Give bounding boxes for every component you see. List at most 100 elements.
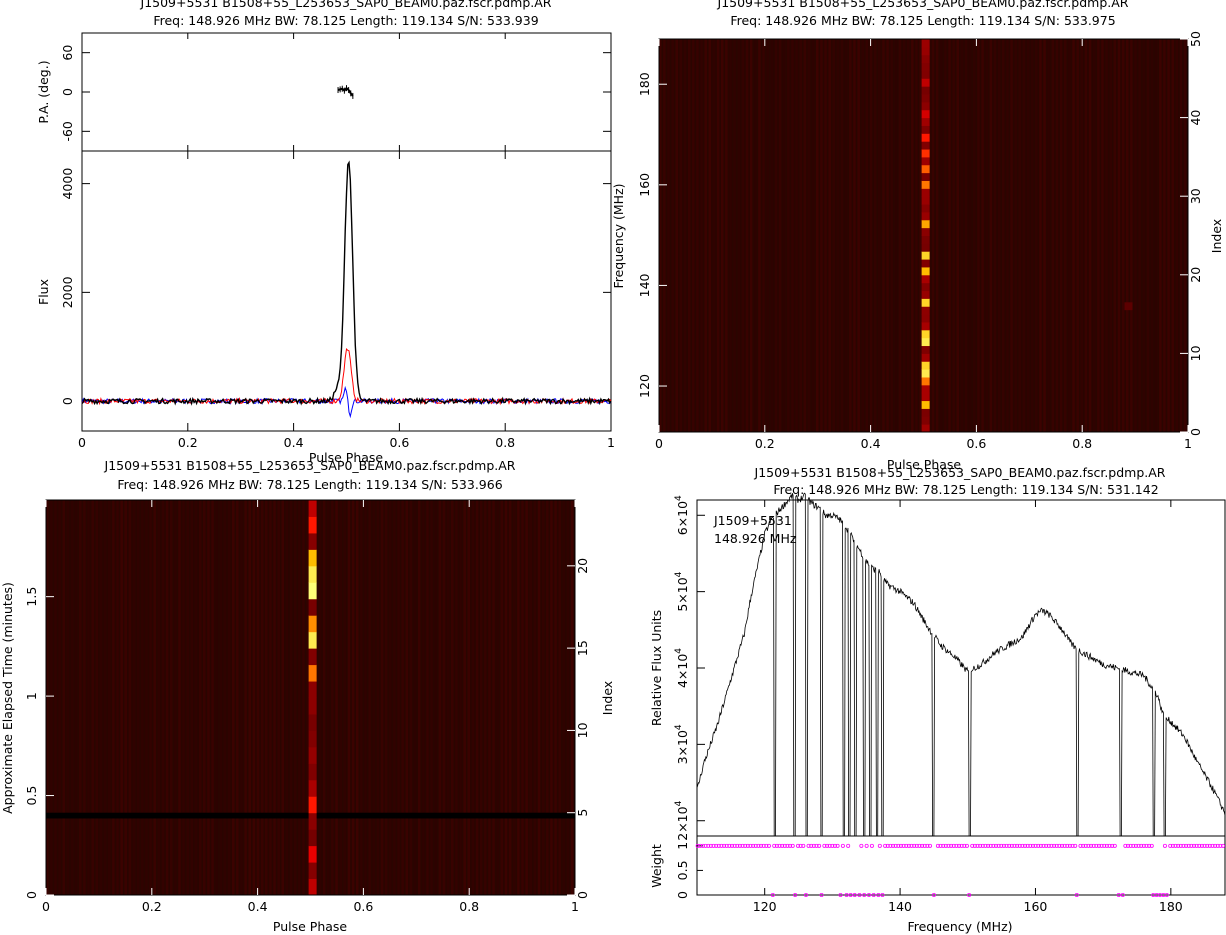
weight-point — [920, 843, 925, 848]
weight-point — [980, 843, 985, 848]
time-noise-column — [182, 500, 185, 895]
weight-point — [972, 843, 977, 848]
weight-point-zero — [852, 893, 857, 898]
time-noise-column — [331, 500, 334, 895]
weight-point — [809, 843, 814, 848]
freq-pulse-channel — [921, 188, 930, 197]
weight-point — [891, 843, 896, 848]
weight-point — [764, 843, 769, 848]
freq-phase-x-axis-label: Pulse Phase — [887, 457, 962, 472]
weight-point — [1052, 843, 1057, 848]
freq-noise-column — [1121, 39, 1125, 432]
time-x-tick-label: 0.6 — [353, 899, 373, 914]
profile-x-tick-label: 0 — [78, 435, 86, 450]
freq-y-tick-label: 140 — [637, 273, 652, 297]
freq-pulse-channel — [921, 251, 930, 260]
freq-noise-column — [667, 39, 670, 432]
time-pulse-subint — [308, 697, 317, 715]
time-index-tick-label: 20 — [575, 558, 590, 574]
weight-point — [1012, 843, 1017, 848]
weight-point — [822, 843, 827, 848]
weight-point — [1199, 843, 1204, 848]
freq-axis-label: Frequency (MHz) — [611, 183, 626, 288]
time-pulse-subint — [308, 713, 317, 731]
freq-noise-column — [1105, 39, 1108, 432]
weight-point-zero — [1116, 893, 1121, 898]
time-index-tick-label: 10 — [575, 722, 590, 738]
bandpass-y-tick-exponent: 4 — [674, 571, 684, 577]
time-noise-column — [467, 500, 471, 895]
freq-pulse-channel — [921, 306, 930, 315]
freq-noise-column — [1068, 39, 1071, 432]
weight-point — [978, 843, 983, 848]
time-noise-column — [194, 500, 198, 895]
weight-point — [759, 843, 764, 848]
pa-y-tick-label: 0 — [60, 88, 75, 96]
freq-x-tick-label: 1 — [1184, 436, 1192, 451]
time-heatmap-cells — [46, 500, 575, 896]
time-x-tick-label: 0.8 — [459, 899, 479, 914]
freq-noise-column — [840, 39, 844, 432]
freq-noise-column — [663, 39, 666, 432]
weight-point — [716, 843, 721, 848]
time-pulse-subint — [308, 664, 317, 682]
weight-point — [801, 843, 806, 848]
weight-point — [1099, 843, 1104, 848]
freq-pulse-channel — [921, 133, 930, 142]
time-noise-column — [322, 500, 326, 895]
time-noise-column — [112, 500, 115, 895]
freq-noise-column — [940, 39, 943, 432]
weight-point — [1133, 843, 1138, 848]
freq-noise-column — [960, 39, 964, 432]
freq-x-tick-label: 0.6 — [966, 436, 986, 451]
weight-point — [743, 843, 748, 848]
freq-pulse-channel — [921, 290, 930, 299]
weight-point — [1033, 843, 1038, 848]
weight-point — [1023, 843, 1028, 848]
weight-point — [1049, 843, 1054, 848]
weight-point — [835, 843, 840, 848]
freq-pulse-channel — [921, 54, 930, 64]
freq-noise-column — [911, 39, 914, 432]
time-noise-column — [256, 500, 260, 895]
freq-pulse-channel — [921, 424, 930, 433]
time-noise-column — [58, 500, 61, 895]
weight-point-zero — [857, 893, 862, 898]
weight-point — [1028, 843, 1033, 848]
freq-pulse-channel — [921, 259, 930, 268]
freq-noise-column — [1159, 39, 1162, 432]
weight-point — [986, 843, 991, 848]
weight-point — [893, 843, 898, 848]
freq-noise-column — [803, 39, 807, 432]
weight-point — [706, 843, 711, 848]
time-noise-column — [504, 500, 508, 895]
freq-pulse-channel — [921, 298, 930, 307]
weight-point — [1162, 843, 1167, 848]
time-index-axis-label: Index — [600, 681, 615, 715]
weight-point — [1015, 843, 1020, 848]
time-noise-column — [360, 500, 363, 895]
freq-noise-column — [853, 39, 856, 432]
weight-point — [1186, 843, 1191, 848]
weight-point — [922, 843, 927, 848]
weight-point — [727, 843, 732, 848]
freq-noise-column — [1002, 39, 1005, 432]
weight-point — [898, 843, 903, 848]
time-noise-column — [463, 500, 466, 895]
weight-point — [1176, 843, 1181, 848]
weight-point — [1104, 843, 1109, 848]
time-noise-column — [236, 500, 239, 895]
freq-noise-column — [894, 39, 898, 432]
weight-point — [1210, 843, 1215, 848]
weight-point — [846, 843, 851, 848]
freq-pulse-channel — [921, 408, 930, 417]
freq-noise-column — [671, 39, 674, 432]
weight-point — [795, 843, 800, 848]
freq-noise-column — [836, 39, 840, 432]
time-noise-column — [99, 500, 103, 895]
weight-point — [1102, 843, 1107, 848]
weight-point — [1107, 843, 1112, 848]
weight-point — [1110, 843, 1115, 848]
weight-point — [1062, 843, 1067, 848]
weight-point — [1089, 843, 1094, 848]
